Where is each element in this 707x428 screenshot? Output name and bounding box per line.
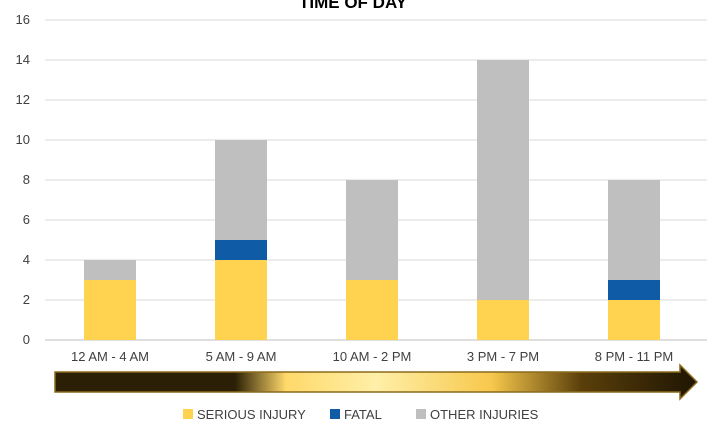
legend-swatch xyxy=(183,409,193,419)
y-axis-ticks: 0 2 4 6 8 10 12 14 16 xyxy=(16,12,30,347)
legend-label: SERIOUS INJURY xyxy=(197,407,306,422)
x-tick-label: 3 PM - 7 PM xyxy=(467,349,539,364)
chart-title: TIME OF DAY xyxy=(299,0,408,12)
bar-segment xyxy=(84,260,136,280)
bar-segment xyxy=(215,140,267,240)
y-tick-label: 2 xyxy=(23,292,30,307)
bar-segment xyxy=(346,180,398,280)
y-tick-label: 14 xyxy=(16,52,30,67)
x-axis-ticks: 12 AM - 4 AM 5 AM - 9 AM 10 AM - 2 PM 3 PM … xyxy=(71,349,673,364)
legend: SERIOUS INJURY FATAL OTHER INJURIES xyxy=(183,407,539,422)
y-tick-label: 6 xyxy=(23,212,30,227)
bar-segment xyxy=(477,60,529,300)
x-tick-label: 12 AM - 4 AM xyxy=(71,349,149,364)
legend-swatch xyxy=(330,409,340,419)
x-tick-label: 10 AM - 2 PM xyxy=(333,349,412,364)
bar-segment xyxy=(346,280,398,340)
bar-segment xyxy=(477,300,529,340)
bar-segment xyxy=(215,260,267,340)
y-tick-label: 10 xyxy=(16,132,30,147)
y-tick-label: 8 xyxy=(23,172,30,187)
x-tick-label: 5 AM - 9 AM xyxy=(206,349,277,364)
timeline-arrow xyxy=(54,363,699,401)
bar-segment xyxy=(84,280,136,340)
legend-label: FATAL xyxy=(344,407,382,422)
x-tick-label: 8 PM - 11 PM xyxy=(595,349,674,364)
y-tick-label: 4 xyxy=(23,252,30,267)
legend-swatch xyxy=(416,409,426,419)
y-tick-label: 0 xyxy=(23,332,30,347)
y-tick-label: 12 xyxy=(16,92,30,107)
y-tick-label: 16 xyxy=(16,12,30,27)
bar-segment xyxy=(608,280,660,300)
bars xyxy=(84,60,660,340)
bar-segment xyxy=(215,240,267,260)
bar-segment xyxy=(608,300,660,340)
legend-label: OTHER INJURIES xyxy=(430,407,539,422)
bar-segment xyxy=(608,180,660,280)
